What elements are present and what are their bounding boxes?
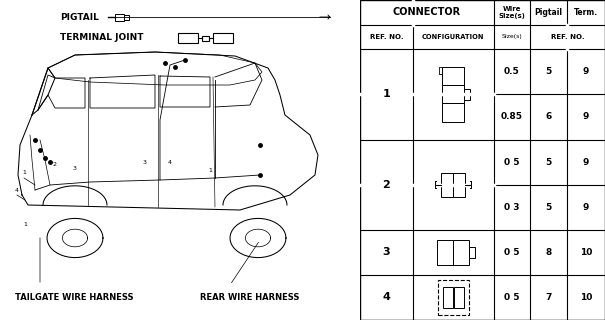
Text: Term.: Term. xyxy=(574,8,598,17)
Bar xyxy=(442,67,464,85)
Text: CONNECTOR: CONNECTOR xyxy=(393,7,461,17)
Text: 1: 1 xyxy=(23,222,27,228)
Bar xyxy=(442,103,464,122)
Bar xyxy=(213,33,233,43)
Text: 0 5: 0 5 xyxy=(504,248,520,257)
Bar xyxy=(464,89,469,100)
Text: 0.5: 0.5 xyxy=(504,67,520,76)
Bar xyxy=(441,172,453,196)
Bar xyxy=(115,13,124,20)
Text: 1: 1 xyxy=(382,89,390,100)
Text: 9: 9 xyxy=(583,67,589,76)
Text: 9: 9 xyxy=(583,157,589,167)
Text: REF. NO.: REF. NO. xyxy=(370,34,403,40)
Text: Wire
Size(s): Wire Size(s) xyxy=(499,6,525,19)
Text: PIGTAIL: PIGTAIL xyxy=(60,12,99,21)
Bar xyxy=(469,247,475,258)
Text: 8: 8 xyxy=(546,248,552,257)
Text: 6: 6 xyxy=(546,112,552,122)
Text: 3: 3 xyxy=(73,165,77,171)
Text: 4: 4 xyxy=(168,159,172,164)
Text: 5: 5 xyxy=(546,67,552,76)
Text: 5: 5 xyxy=(546,157,552,167)
Text: 2: 2 xyxy=(53,163,57,167)
Bar xyxy=(443,287,453,308)
Text: TAILGATE WIRE HARNESS: TAILGATE WIRE HARNESS xyxy=(15,293,134,302)
Text: 2: 2 xyxy=(382,180,390,190)
Text: TERMINAL JOINT: TERMINAL JOINT xyxy=(60,34,143,43)
Text: Size(s): Size(s) xyxy=(502,35,522,39)
Text: 9: 9 xyxy=(583,203,589,212)
Bar xyxy=(454,287,464,308)
Text: 10: 10 xyxy=(580,293,592,302)
Bar xyxy=(202,36,209,41)
Text: Pigtail: Pigtail xyxy=(535,8,563,17)
Bar xyxy=(124,14,129,20)
Bar xyxy=(453,172,465,196)
Text: 10: 10 xyxy=(580,248,592,257)
Bar xyxy=(453,239,469,265)
Text: CONFIGURATION: CONFIGURATION xyxy=(422,34,485,40)
Text: 7: 7 xyxy=(546,293,552,302)
Text: 3: 3 xyxy=(143,159,147,164)
Text: 0 3: 0 3 xyxy=(504,203,520,212)
Bar xyxy=(178,33,198,43)
Text: 1: 1 xyxy=(208,167,212,172)
Text: 0 5: 0 5 xyxy=(504,157,520,167)
Text: 5: 5 xyxy=(546,203,552,212)
Text: 4: 4 xyxy=(382,292,390,302)
Text: 4: 4 xyxy=(15,188,19,193)
Bar xyxy=(442,85,464,103)
Bar xyxy=(437,280,468,315)
Text: REAR WIRE HARNESS: REAR WIRE HARNESS xyxy=(200,293,299,302)
Text: REF. NO.: REF. NO. xyxy=(551,34,584,40)
Text: 9: 9 xyxy=(583,112,589,122)
Text: 3: 3 xyxy=(382,247,390,257)
Bar xyxy=(437,239,453,265)
Text: 0 5: 0 5 xyxy=(504,293,520,302)
Text: 0.85: 0.85 xyxy=(501,112,523,122)
Text: 1: 1 xyxy=(22,170,26,174)
